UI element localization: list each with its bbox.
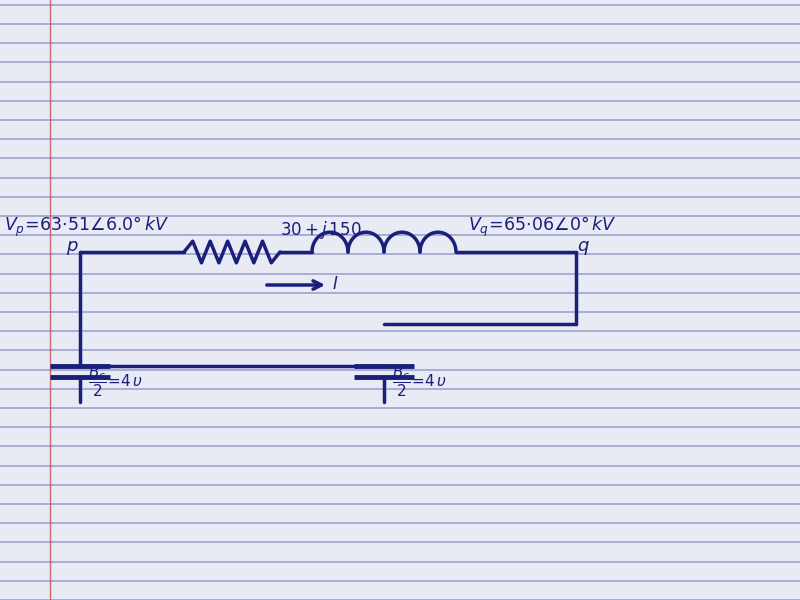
Text: $30+j\,150$: $30+j\,150$ (280, 219, 362, 241)
Text: p: p (66, 237, 77, 255)
Text: $V_p\!=\!63{\cdot}51\angle6.0°\,kV$: $V_p\!=\!63{\cdot}51\angle6.0°\,kV$ (4, 215, 170, 239)
Text: q: q (578, 237, 589, 255)
Text: $\dfrac{B_c}{2}\!=\!4\,\upsilon$: $\dfrac{B_c}{2}\!=\!4\,\upsilon$ (88, 364, 143, 399)
Text: $\dfrac{B_c}{2}\!=\!4\,\upsilon$: $\dfrac{B_c}{2}\!=\!4\,\upsilon$ (392, 364, 447, 399)
Text: $I$: $I$ (332, 275, 338, 293)
Text: $V_q\!=\!65{\cdot}06\angle0°\,kV$: $V_q\!=\!65{\cdot}06\angle0°\,kV$ (468, 215, 617, 239)
